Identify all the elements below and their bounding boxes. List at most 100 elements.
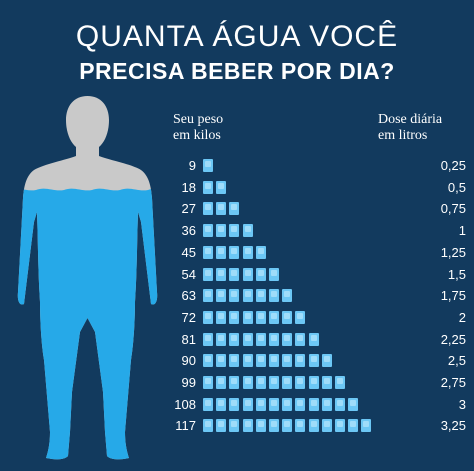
water-glass-icon (242, 224, 253, 238)
water-glass-icon (229, 397, 240, 411)
water-glass-icon (216, 289, 227, 303)
water-glass-icon (229, 332, 240, 346)
water-glass-icon (203, 245, 213, 259)
table-row: 18 0,5 (170, 180, 470, 196)
water-glass-icon (255, 310, 266, 324)
title-line-1: QUANTA ÁGUA VOCÊ (75, 20, 399, 53)
water-glass-icon (229, 376, 240, 389)
weight-value: 54 (181, 266, 196, 282)
water-glass-icon (229, 354, 240, 368)
water-glass-icon (308, 332, 319, 346)
water-glass-icon (295, 332, 306, 346)
water-glass-icon (242, 267, 253, 281)
water-glass-icon (295, 397, 306, 411)
weight-value: 108 (174, 396, 196, 412)
table-row: 117 3,25 (170, 418, 470, 434)
water-glass-icon (282, 289, 293, 303)
water-glass-icon (255, 289, 266, 303)
water-glass-icon (282, 354, 293, 368)
water-glass-icon (269, 289, 279, 303)
dose-value: 0,5 (447, 179, 466, 195)
water-glass-icon (216, 224, 227, 238)
weight-value: 81 (181, 331, 196, 347)
weight-header-line-1: Seu peso (173, 112, 224, 127)
water-glass-icon (242, 376, 253, 389)
dose-value: 3 (458, 396, 466, 412)
table-row: 36 1 (170, 223, 470, 239)
water-glass-icon (242, 289, 253, 303)
dose-value: 1 (458, 223, 466, 239)
dose-value: 0,25 (440, 158, 466, 173)
dose-column-header: Dose diária em litros (378, 112, 468, 144)
water-glass-icon (216, 397, 227, 411)
water-glass-icon (216, 202, 227, 216)
water-glass-icon (295, 419, 306, 433)
water-glass-icon (216, 310, 227, 324)
table-row: 9 0,25 (170, 158, 470, 174)
dose-value: 2,75 (440, 375, 466, 390)
dose-header-line-1: Dose diária (378, 112, 443, 127)
water-glass-icon (216, 376, 227, 389)
title-line-2: PRECISA BEBER POR DIA? (79, 58, 395, 84)
weight-value: 117 (175, 418, 196, 434)
weight-value: 18 (181, 179, 196, 195)
body-water-part (17, 188, 158, 460)
water-glass-icon (321, 354, 332, 368)
water-glass-icon (282, 310, 293, 324)
weight-value: 45 (181, 244, 196, 260)
water-glass-icon (216, 419, 227, 433)
weight-value: 27 (181, 201, 196, 217)
water-glass-icon (335, 376, 345, 389)
water-glass-icon (361, 419, 372, 433)
water-glass-icon (335, 419, 345, 433)
water-glass-icon (321, 376, 332, 389)
water-glass-icon (255, 397, 266, 411)
table-row: 45 1,25 (170, 245, 470, 261)
water-glass-icon (242, 310, 253, 324)
water-glass-icon (269, 397, 279, 411)
dose-value: 0,75 (440, 201, 466, 217)
dose-header-line-2: em litros (378, 128, 428, 143)
water-glass-icon (203, 202, 213, 216)
water-glass-icon (255, 419, 266, 433)
water-glass-icon (216, 354, 227, 368)
water-glass-icon (203, 159, 213, 172)
water-glass-icon (348, 397, 359, 411)
water-glass-icon (242, 245, 253, 259)
table-row: 63 1,75 (170, 288, 470, 304)
water-glass-icon (203, 289, 213, 303)
water-glass-icon (308, 376, 319, 389)
water-glass-icon (255, 376, 266, 389)
water-glass-icon (229, 289, 240, 303)
water-glass-icon (255, 332, 266, 346)
water-glass-icon (269, 376, 279, 389)
water-glass-icon (269, 354, 279, 368)
water-glass-icon (321, 397, 332, 411)
water-glass-icon (203, 310, 213, 324)
water-glass-icon (203, 354, 213, 368)
water-glass-icon (269, 310, 279, 324)
water-glass-icon (229, 310, 240, 324)
water-glass-icon (282, 332, 293, 346)
weight-value: 90 (181, 353, 196, 369)
table-row: 90 2,5 (170, 353, 470, 369)
water-glass-icon (203, 419, 213, 433)
water-glass-icon (255, 267, 266, 281)
water-glass-icon (321, 419, 332, 433)
water-glass-icon (282, 419, 293, 433)
table-row: 54 1,5 (170, 267, 470, 283)
water-glass-icon (295, 376, 306, 389)
water-glass-icon (203, 332, 213, 346)
weight-column-header: Seu peso em kilos (173, 112, 253, 144)
water-glass-icon (335, 397, 345, 411)
water-glass-icon (216, 245, 227, 259)
dose-value: 1,25 (440, 244, 466, 260)
table-row: 108 3 (170, 397, 470, 413)
table-row: 81 2,25 (170, 332, 470, 348)
water-glass-icon (308, 419, 319, 433)
water-glass-icon (242, 332, 253, 346)
weight-value: 72 (181, 309, 196, 325)
table-row: 99 2,75 (170, 375, 470, 391)
water-glass-icon (269, 419, 279, 433)
water-glass-icon (255, 354, 266, 368)
